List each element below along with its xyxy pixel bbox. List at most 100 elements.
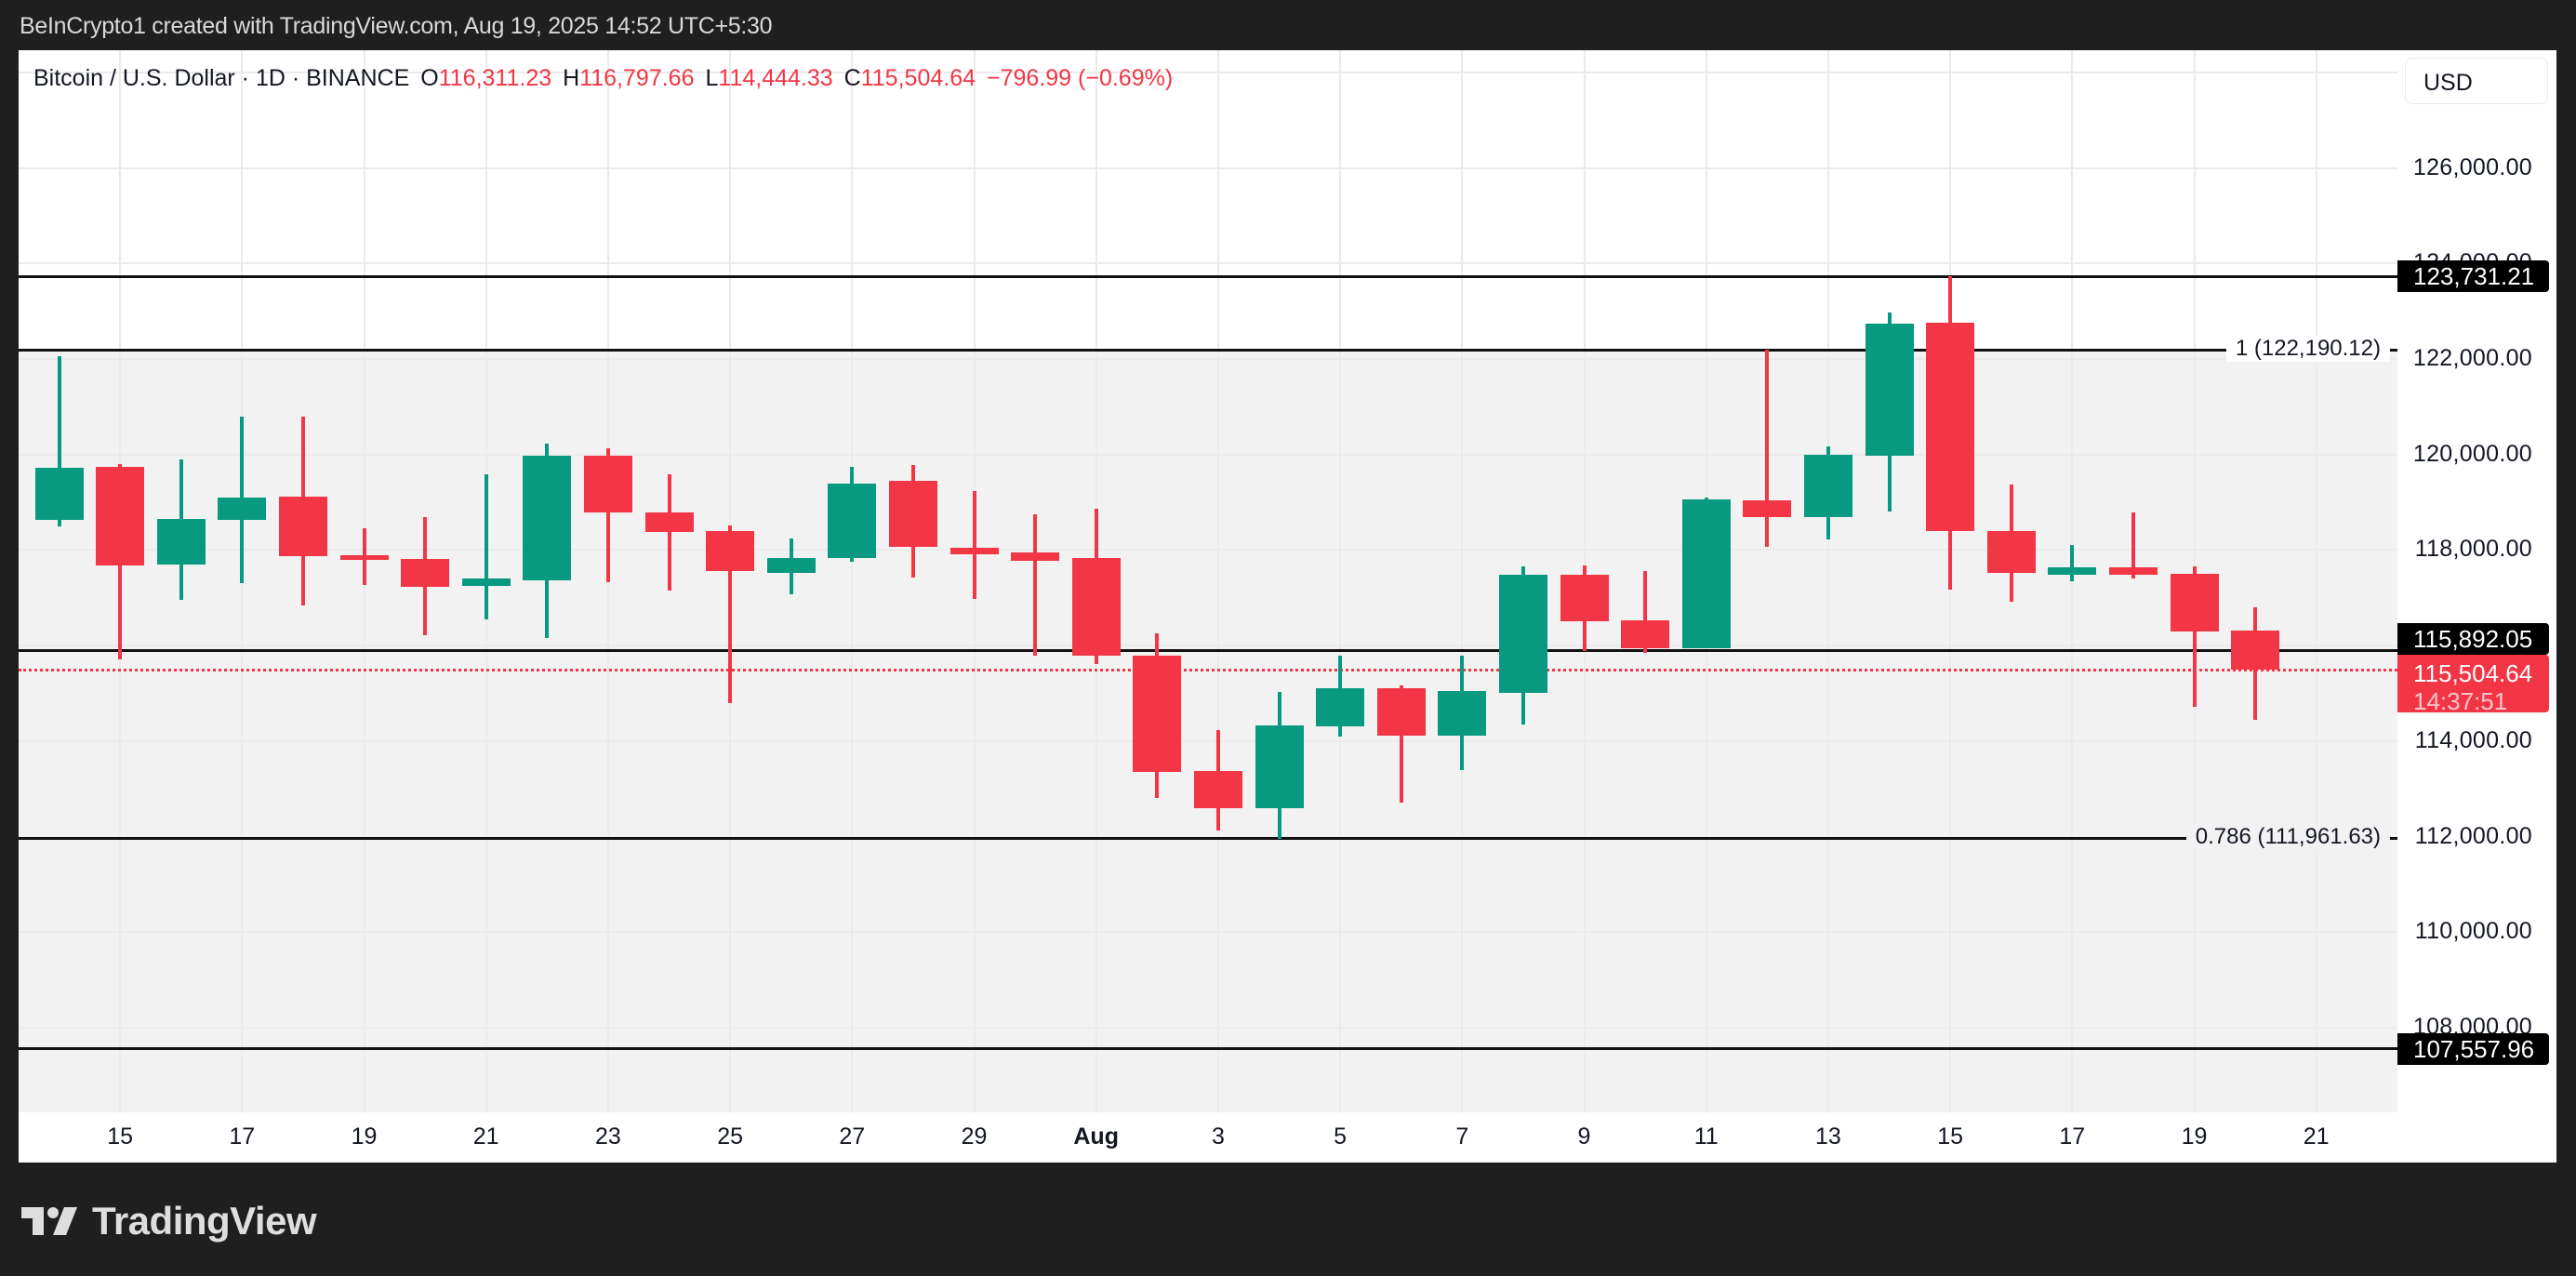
candle-body <box>1438 690 1487 737</box>
horizontal-gridline <box>19 262 2397 265</box>
time-tick-label: 19 <box>2181 1123 2208 1150</box>
candle-wick <box>2131 512 2135 579</box>
time-tick-label: 23 <box>594 1123 621 1150</box>
candle-body <box>1498 574 1547 694</box>
time-tick-label: 21 <box>2303 1123 2330 1150</box>
candle-body <box>156 519 206 565</box>
horizontal-level-line <box>19 274 2397 278</box>
vertical-gridline <box>1216 50 1219 1112</box>
candle-wick <box>57 355 61 526</box>
low-label: L <box>705 65 719 91</box>
candle-wick <box>667 473 671 591</box>
chart-panel[interactable]: Bitcoin / U.S. Dollar · 1D · BINANCE O116… <box>19 50 2556 1163</box>
high-label: H <box>563 65 580 91</box>
horizontal-gridline <box>19 1026 2397 1029</box>
candle-body <box>1803 454 1852 517</box>
candle-body <box>766 558 816 574</box>
candle-wick <box>605 447 610 582</box>
horizontal-level-line <box>19 649 2397 653</box>
candle-wick <box>728 525 733 703</box>
chart-credit: BeInCrypto1 created with TradingView.com… <box>20 13 773 39</box>
time-tick-label: 5 <box>1334 1123 1348 1150</box>
open-value: 116,311.23 <box>438 65 552 91</box>
time-tick-label: 15 <box>1937 1123 1963 1150</box>
vertical-gridline <box>1461 50 1464 1112</box>
horizontal-gridline <box>19 453 2397 456</box>
candle-body <box>2231 631 2280 670</box>
horizontal-gridline <box>19 71 2397 73</box>
time-tick-label: 21 <box>472 1123 499 1150</box>
candle-body <box>644 512 694 533</box>
candle-body <box>706 531 755 571</box>
price-plot-area[interactable]: Bitcoin / U.S. Dollar · 1D · BINANCE O116… <box>19 50 2397 1112</box>
candle-body <box>1681 498 1731 649</box>
level-price-label-upper: 123,731.21 <box>2397 260 2549 293</box>
candle-body <box>1071 558 1121 656</box>
symbol-name: Bitcoin / U.S. Dollar · 1D · BINANCE <box>33 65 410 91</box>
last-price-label: 115,504.64 14:37:51 <box>2397 654 2549 715</box>
close-value: 115,504.64 <box>860 65 976 91</box>
price-axis[interactable]: USD 108,000.00 110,000.00 112,000.00 114,00… <box>2397 50 2556 1163</box>
last-price-value: 115,504.64 <box>2413 658 2533 687</box>
candle-wick <box>1643 570 1648 653</box>
horizontal-gridline <box>19 358 2397 360</box>
candle-body <box>1011 552 1060 562</box>
price-tick-label: 122,000.00 <box>2412 345 2532 371</box>
fib-level-1-label: 1 (122,190.12) <box>2225 336 2390 363</box>
candle-body <box>1560 574 1609 621</box>
candle-wick <box>1033 513 1038 656</box>
candle-wick <box>2192 566 2197 708</box>
time-tick-label: 9 <box>1577 1123 1591 1150</box>
candle-body <box>2048 567 2097 575</box>
horizontal-gridline <box>19 645 2397 647</box>
horizontal-gridline <box>19 166 2397 169</box>
time-tick-label: 25 <box>717 1123 743 1150</box>
candle-body <box>96 467 145 566</box>
candle-body <box>583 455 632 513</box>
candle-body <box>34 468 84 521</box>
vertical-gridline <box>1339 50 1342 1112</box>
candle-body <box>278 496 327 557</box>
tradingview-logo: TradingView <box>21 1199 317 1243</box>
vertical-gridline <box>851 50 854 1112</box>
symbol-legend: Bitcoin / U.S. Dollar · 1D · BINANCE O116… <box>33 65 1173 92</box>
time-tick-label: 19 <box>351 1123 378 1150</box>
high-value: 116,797.66 <box>579 65 695 91</box>
close-label: C <box>843 65 861 91</box>
price-tick-label: 118,000.00 <box>2414 536 2532 563</box>
candle-body <box>461 578 511 587</box>
time-tick-label: 17 <box>229 1123 256 1150</box>
price-tick-label: 110,000.00 <box>2414 918 2532 945</box>
candle-body <box>2108 567 2158 576</box>
last-price-line <box>19 668 2397 671</box>
horizontal-level-line <box>19 1047 2397 1051</box>
horizontal-gridline <box>19 931 2397 934</box>
candle-body <box>2170 573 2219 632</box>
price-change: −796.99 (−0.69%) <box>987 65 1174 91</box>
time-tick-label: 13 <box>1814 1123 1841 1150</box>
candle-body <box>888 480 937 547</box>
candle-body <box>218 497 267 521</box>
candle-wick <box>484 473 488 619</box>
price-tick-label: 126,000.00 <box>2412 153 2532 180</box>
vertical-gridline <box>1826 50 1829 1112</box>
horizontal-gridline <box>19 549 2397 552</box>
time-tick-label: Aug <box>1073 1123 1119 1150</box>
bar-countdown: 14:37:51 <box>2413 686 2508 715</box>
tradingview-logo-icon <box>21 1207 77 1235</box>
candle-wick <box>1399 685 1403 803</box>
price-tick-label: 120,000.00 <box>2412 440 2532 467</box>
fib-level-0786-label: 0.786 (111,961.63) <box>2185 824 2390 851</box>
candle-body <box>949 548 999 555</box>
open-label: O <box>420 65 439 91</box>
currency-button[interactable]: USD <box>2405 58 2548 104</box>
horizontal-level-line <box>19 836 2397 840</box>
horizontal-gridline <box>19 835 2397 838</box>
candle-body <box>1865 324 1914 456</box>
time-tick-label: 11 <box>1693 1123 1719 1150</box>
price-tick-label: 114,000.00 <box>2414 726 2532 753</box>
candle-wick <box>2070 545 2075 582</box>
level-price-label-middle: 115,892.05 <box>2397 622 2549 655</box>
time-tick-label: 29 <box>961 1123 988 1150</box>
time-axis[interactable]: 15 17 19 21 23 25 27 29 Aug 3 5 7 9 11 13 15 17 19 21 <box>19 1112 2397 1163</box>
